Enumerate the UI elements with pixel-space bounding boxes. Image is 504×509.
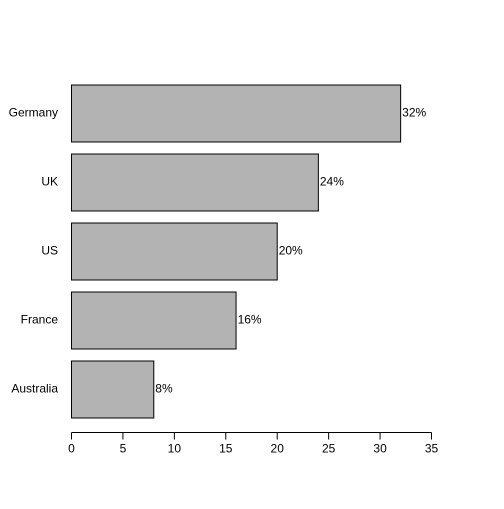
category-label-uk: UK [41,175,58,189]
bar-australia [72,361,154,418]
x-tick-label-15: 15 [219,442,233,456]
x-tick-label-35: 35 [425,442,439,456]
value-label-australia: 8% [155,382,173,396]
x-tick-label-10: 10 [168,442,182,456]
x-tick-label-30: 30 [373,442,387,456]
value-label-uk: 24% [320,175,344,189]
bar-france [72,292,237,349]
x-tick-label-0: 0 [68,442,75,456]
value-label-germany: 32% [402,106,426,120]
category-label-australia: Australia [11,382,58,396]
bar-us [72,223,278,280]
bar-germany [72,85,401,142]
value-label-us: 20% [279,244,303,258]
x-tick-label-25: 25 [322,442,336,456]
x-tick-label-5: 5 [120,442,127,456]
category-label-us: US [41,244,58,258]
value-label-france: 16% [238,313,262,327]
category-label-france: France [21,313,59,327]
category-label-germany: Germany [9,106,58,120]
x-tick-label-20: 20 [271,442,285,456]
bar-uk [72,154,319,211]
